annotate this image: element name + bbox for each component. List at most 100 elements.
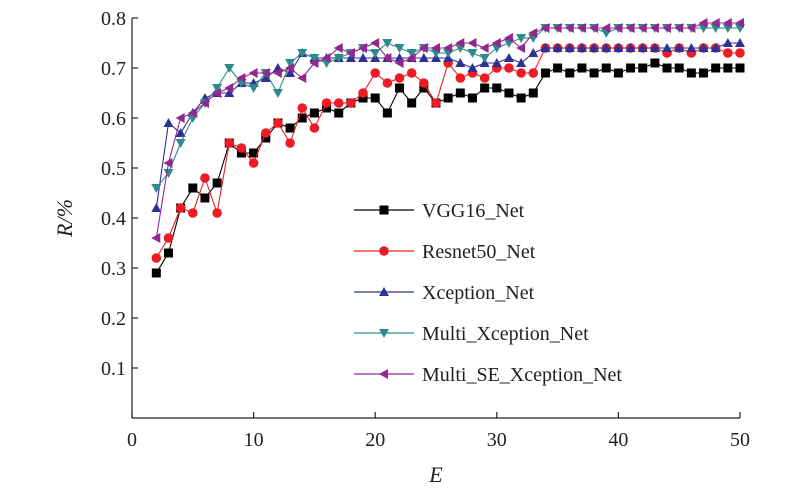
data-point — [528, 68, 539, 78]
data-point — [163, 248, 173, 258]
data-point — [503, 53, 514, 62]
data-point — [662, 43, 673, 52]
data-point — [589, 43, 600, 52]
data-point — [613, 68, 623, 78]
data-point — [285, 59, 296, 68]
data-point — [188, 208, 198, 218]
data-point — [212, 84, 223, 93]
data-point — [710, 18, 720, 28]
data-point — [443, 43, 453, 53]
y-tick-label: 0.7 — [101, 58, 126, 80]
data-point — [406, 53, 416, 63]
data-point — [613, 23, 623, 33]
data-point — [491, 38, 501, 48]
data-point — [674, 43, 685, 52]
x-ticks: 0 10 20 30 40 50 — [127, 412, 750, 451]
data-point — [151, 203, 162, 212]
data-point — [321, 53, 331, 63]
data-point — [151, 268, 161, 278]
data-point — [297, 49, 308, 58]
data-point — [188, 183, 198, 193]
data-point — [260, 128, 271, 138]
data-point — [418, 53, 429, 62]
data-point — [418, 43, 428, 53]
x-tick-label: 20 — [365, 429, 385, 451]
data-point — [224, 88, 235, 97]
data-point — [249, 148, 259, 158]
data-point — [151, 253, 162, 263]
data-point — [649, 23, 659, 33]
data-point — [565, 68, 575, 78]
data-point — [649, 43, 660, 52]
data-point — [175, 128, 186, 137]
data-point — [333, 98, 344, 108]
data-point — [200, 173, 210, 183]
data-point — [163, 118, 174, 127]
data-point — [346, 98, 356, 108]
data-point — [358, 53, 369, 62]
data-point — [686, 68, 696, 78]
legend-label: VGG16_Net — [422, 200, 525, 222]
data-point — [431, 43, 440, 53]
data-point — [261, 133, 271, 143]
data-point — [467, 63, 478, 72]
data-point — [540, 68, 550, 78]
y-tick-label: 0.1 — [101, 358, 126, 380]
data-point — [406, 49, 417, 58]
data-point — [528, 88, 538, 98]
data-point — [199, 98, 209, 108]
data-point — [224, 64, 235, 73]
data-point — [272, 68, 282, 78]
data-point — [455, 38, 465, 48]
data-point — [735, 63, 745, 73]
legend-label: Multi_SE_Xception_Net — [422, 364, 622, 386]
data-point — [272, 89, 283, 98]
data-point — [285, 123, 295, 133]
data-point — [455, 73, 466, 83]
legend-entry: VGG16_Net — [354, 200, 525, 222]
legend-marker — [379, 329, 389, 338]
data-point — [285, 63, 295, 73]
data-point — [419, 78, 429, 88]
data-point — [175, 203, 186, 213]
data-point — [407, 98, 417, 108]
data-point — [516, 93, 526, 103]
data-point — [273, 118, 283, 128]
data-point — [686, 23, 696, 33]
data-point — [528, 28, 538, 38]
data-point — [394, 44, 405, 53]
data-point — [491, 58, 502, 67]
data-point — [358, 93, 368, 103]
data-point — [163, 233, 174, 243]
legend-entry: Xception_Net — [354, 282, 535, 304]
data-point — [722, 18, 732, 28]
data-point — [467, 49, 478, 58]
legend-entry: Resnet50_Net — [354, 241, 536, 263]
data-point — [236, 148, 246, 158]
data-point — [467, 38, 477, 48]
legend: VGG16_Net Resnet50_Net Xception_Net Multi_X… — [354, 200, 622, 386]
y-tick-label: 0.4 — [101, 208, 126, 230]
legend-label: Xception_Net — [422, 282, 535, 304]
y-tick-label: 0.2 — [101, 308, 126, 330]
data-point — [710, 43, 721, 52]
data-point — [248, 158, 259, 168]
data-point — [552, 23, 562, 33]
data-point — [503, 33, 513, 43]
data-point — [212, 208, 222, 218]
data-point — [455, 88, 465, 98]
x-tick-label: 50 — [730, 429, 750, 451]
data-point — [479, 54, 490, 63]
data-point — [236, 143, 247, 153]
data-point — [297, 113, 307, 123]
data-point — [613, 43, 624, 52]
data-point — [650, 58, 660, 68]
legend-entry: Multi_SE_Xception_Net — [354, 364, 622, 386]
data-point — [735, 48, 745, 58]
data-point — [285, 138, 295, 148]
data-point — [431, 98, 441, 108]
data-point — [151, 233, 161, 243]
data-point — [589, 68, 599, 78]
data-point — [480, 83, 490, 93]
